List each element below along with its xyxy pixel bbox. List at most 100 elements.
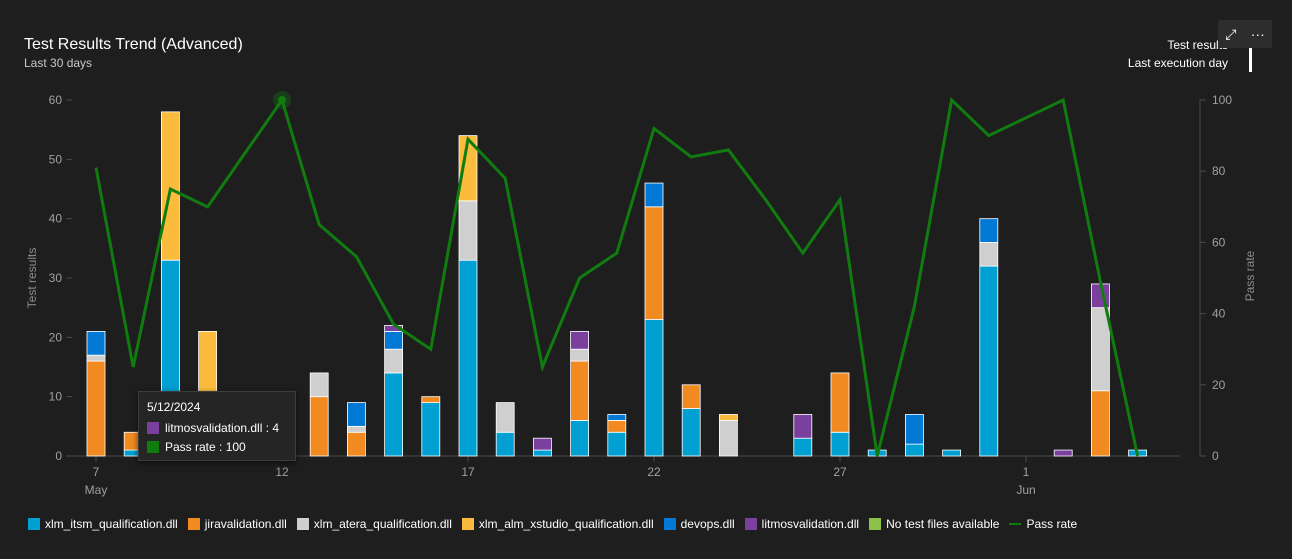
bar-segment <box>346 431 366 457</box>
bar-segment <box>86 330 106 356</box>
bar-segment <box>793 437 813 457</box>
bar-segment <box>644 182 664 208</box>
bar-segment <box>421 396 441 403</box>
bar-segment <box>979 241 999 267</box>
bar-segment <box>830 372 850 433</box>
bar-segment <box>309 396 329 457</box>
tooltip-row: Pass rate : 100 <box>147 440 246 454</box>
x-tick-label: 12 <box>275 465 289 479</box>
legend-label: jiravalidation.dll <box>204 517 287 531</box>
bar-segment <box>458 200 478 261</box>
bar-segment <box>830 431 850 457</box>
bar-segment <box>533 437 552 451</box>
tooltip-row-label: litmosvalidation.dll : 4 <box>165 421 280 435</box>
legend-swatch <box>187 518 200 530</box>
x-tick-sublabel: May <box>85 483 108 497</box>
widget-toolbar: ⤢ ··· <box>1218 20 1272 48</box>
tooltip-row: litmosvalidation.dll : 4 <box>147 421 279 435</box>
bar-segment <box>681 384 701 409</box>
tooltip-swatch <box>147 422 159 434</box>
y2-tick-label: 60 <box>1212 235 1226 249</box>
mode-sub-label[interactable]: Last execution day <box>1127 56 1228 70</box>
legend-swatch <box>28 518 40 530</box>
y2-tick-label: 100 <box>1212 93 1232 107</box>
pass-rate-point <box>278 96 286 104</box>
x-tick-label: 17 <box>461 465 475 479</box>
y-axis-label: Test results <box>25 248 39 309</box>
more-options-button[interactable]: ··· <box>1250 26 1265 42</box>
mode-label[interactable]: Test results <box>1167 38 1228 52</box>
y-tick-label: 10 <box>49 390 63 404</box>
bar-segment <box>607 414 627 421</box>
bar-segment <box>384 330 404 350</box>
x-tick-sublabel: Jun <box>1016 483 1035 497</box>
bar-segment <box>495 431 515 457</box>
legend-item[interactable]: xlm_atera_qualification.dll <box>296 517 452 531</box>
legend-label: xlm_alm_xstudio_qualification.dll <box>478 517 654 531</box>
bar-segment <box>384 372 404 457</box>
x-tick-label: 7 <box>93 465 100 479</box>
expand-icon[interactable]: ⤢ <box>1225 25 1237 42</box>
legend-item[interactable]: jiravalidation.dll <box>187 517 287 531</box>
y-tick-label: 20 <box>49 330 63 344</box>
legend-item[interactable]: No test files available <box>869 517 999 531</box>
legend-swatch <box>869 518 882 530</box>
legend-label: xlm_atera_qualification.dll <box>313 517 452 531</box>
bar-segment <box>458 135 478 202</box>
y-tick-label: 60 <box>49 93 63 107</box>
y2-tick-label: 0 <box>1212 449 1219 463</box>
pass-rate-line <box>94 96 1140 457</box>
x-tick-label: 22 <box>647 465 661 479</box>
legend-item[interactable]: Pass rate <box>1009 517 1077 531</box>
y-tick-label: 0 <box>55 449 62 463</box>
bar-segment <box>570 419 589 457</box>
bar-segment <box>421 402 441 457</box>
bar-segment <box>905 414 924 445</box>
bar-segment <box>1091 307 1110 392</box>
legend-item[interactable]: xlm_itsm_qualification.dll <box>28 517 178 531</box>
bar-segment <box>942 449 961 457</box>
bar-segment <box>607 431 627 457</box>
x-tick-label: 27 <box>833 465 847 479</box>
tooltip-row-label: Pass rate : 100 <box>165 440 246 454</box>
bar-segment <box>570 348 589 362</box>
bar-segment <box>533 449 552 457</box>
legend-label: Pass rate <box>1026 517 1078 531</box>
bar-segment <box>1053 449 1073 457</box>
legend-label: No test files available <box>886 517 1000 531</box>
legend-item[interactable]: devops.dll <box>663 517 735 531</box>
bar-segment <box>905 443 924 457</box>
x-tick-label: 1 <box>1023 465 1030 479</box>
legend-swatch <box>663 518 676 530</box>
chart-tooltip: 5/12/2024 litmosvalidation.dll : 4 Pass … <box>138 391 296 461</box>
chart-subtitle: Last 30 days <box>24 56 93 70</box>
legend-item[interactable]: xlm_alm_xstudio_qualification.dll <box>461 517 654 531</box>
bar-segment <box>346 425 366 433</box>
bar-segment <box>160 111 180 261</box>
bar-segment <box>979 265 999 457</box>
legend-item[interactable]: litmosvalidation.dll <box>744 517 860 531</box>
bar-segment <box>86 354 106 362</box>
bar-segment <box>384 348 404 374</box>
chart-legend: xlm_itsm_qualification.dll jiravalidation… <box>28 517 1087 531</box>
bar-segment <box>644 206 664 320</box>
y-tick-label: 30 <box>49 271 63 285</box>
y-tick-label: 40 <box>49 212 63 226</box>
text-cursor-indicator <box>1249 48 1252 72</box>
bar-segment <box>979 218 999 243</box>
legend-swatch <box>296 518 309 530</box>
bar-segment <box>1091 390 1110 457</box>
y-tick-label: 50 <box>49 152 63 166</box>
bar-segment <box>570 330 589 350</box>
bar-segment <box>719 419 738 457</box>
bar-segment <box>309 372 329 398</box>
legend-label: litmosvalidation.dll <box>761 517 860 531</box>
legend-swatch <box>1009 523 1022 525</box>
bar-segment <box>458 259 478 457</box>
bar-segment <box>86 360 106 457</box>
bar-segment <box>346 402 366 427</box>
bar-segment <box>570 360 589 421</box>
legend-label: xlm_itsm_qualification.dll <box>45 517 178 531</box>
chart-title: Test Results Trend (Advanced) <box>24 36 243 53</box>
